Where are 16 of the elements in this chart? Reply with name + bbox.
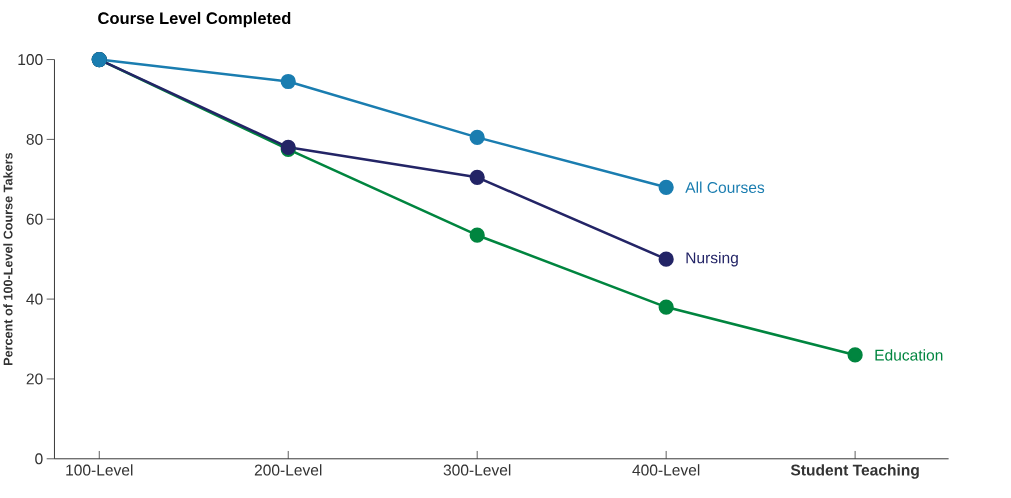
y-tick-label: 60 [26,213,43,225]
y-tick-label: 40 [26,293,43,305]
x-tick-label: Student Teaching [790,464,919,479]
series-label: Education [875,349,943,361]
x-tick-label: 100-Level [66,464,133,476]
y-tick-label: 20 [26,373,43,385]
series-label: All Courses [685,181,765,194]
series-label: Nursing [686,251,738,267]
x-tick-label: 300-Level [443,464,511,476]
y-axis-title: Percent of 100-Level Course Takers [3,153,13,366]
x-tick-label: 400-Level [632,464,700,476]
y-tick-label: 100 [18,54,43,66]
x-tick-label: 200-Level [254,464,322,476]
chart-title: Course Level Completed [98,11,291,28]
y-tick-label: 0 [35,453,43,465]
y-tick-label: 80 [26,133,43,145]
